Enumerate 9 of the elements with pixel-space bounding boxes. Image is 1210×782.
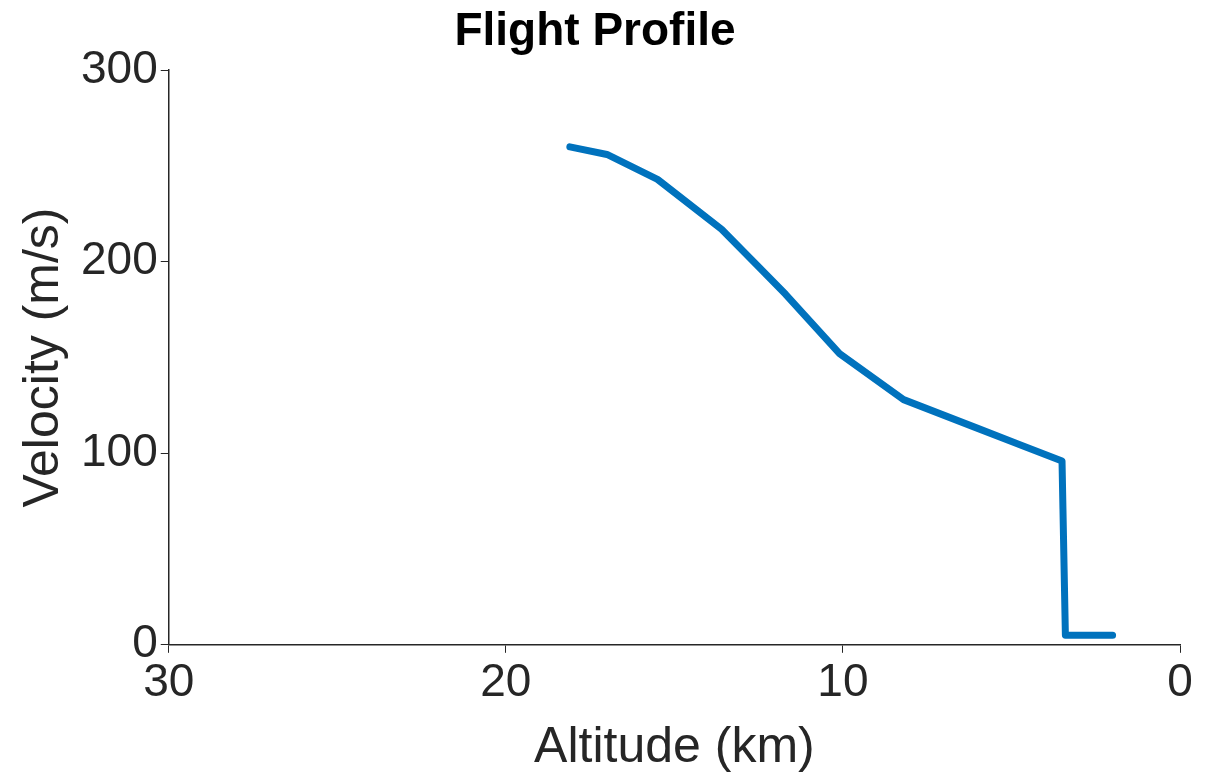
y-tick-label: 200 [81,232,158,285]
y-tick-label: 300 [81,40,158,93]
y-tick-label: 100 [81,423,158,476]
y-axis-title: Velocity (m/s) [12,207,69,508]
x-tick-label: 0 [1167,654,1193,707]
x-tick-label: 10 [817,654,869,707]
chart-title: Flight Profile [454,3,736,56]
x-tick-label: 20 [480,654,532,707]
x-axis-title: Altitude (km) [534,716,815,773]
